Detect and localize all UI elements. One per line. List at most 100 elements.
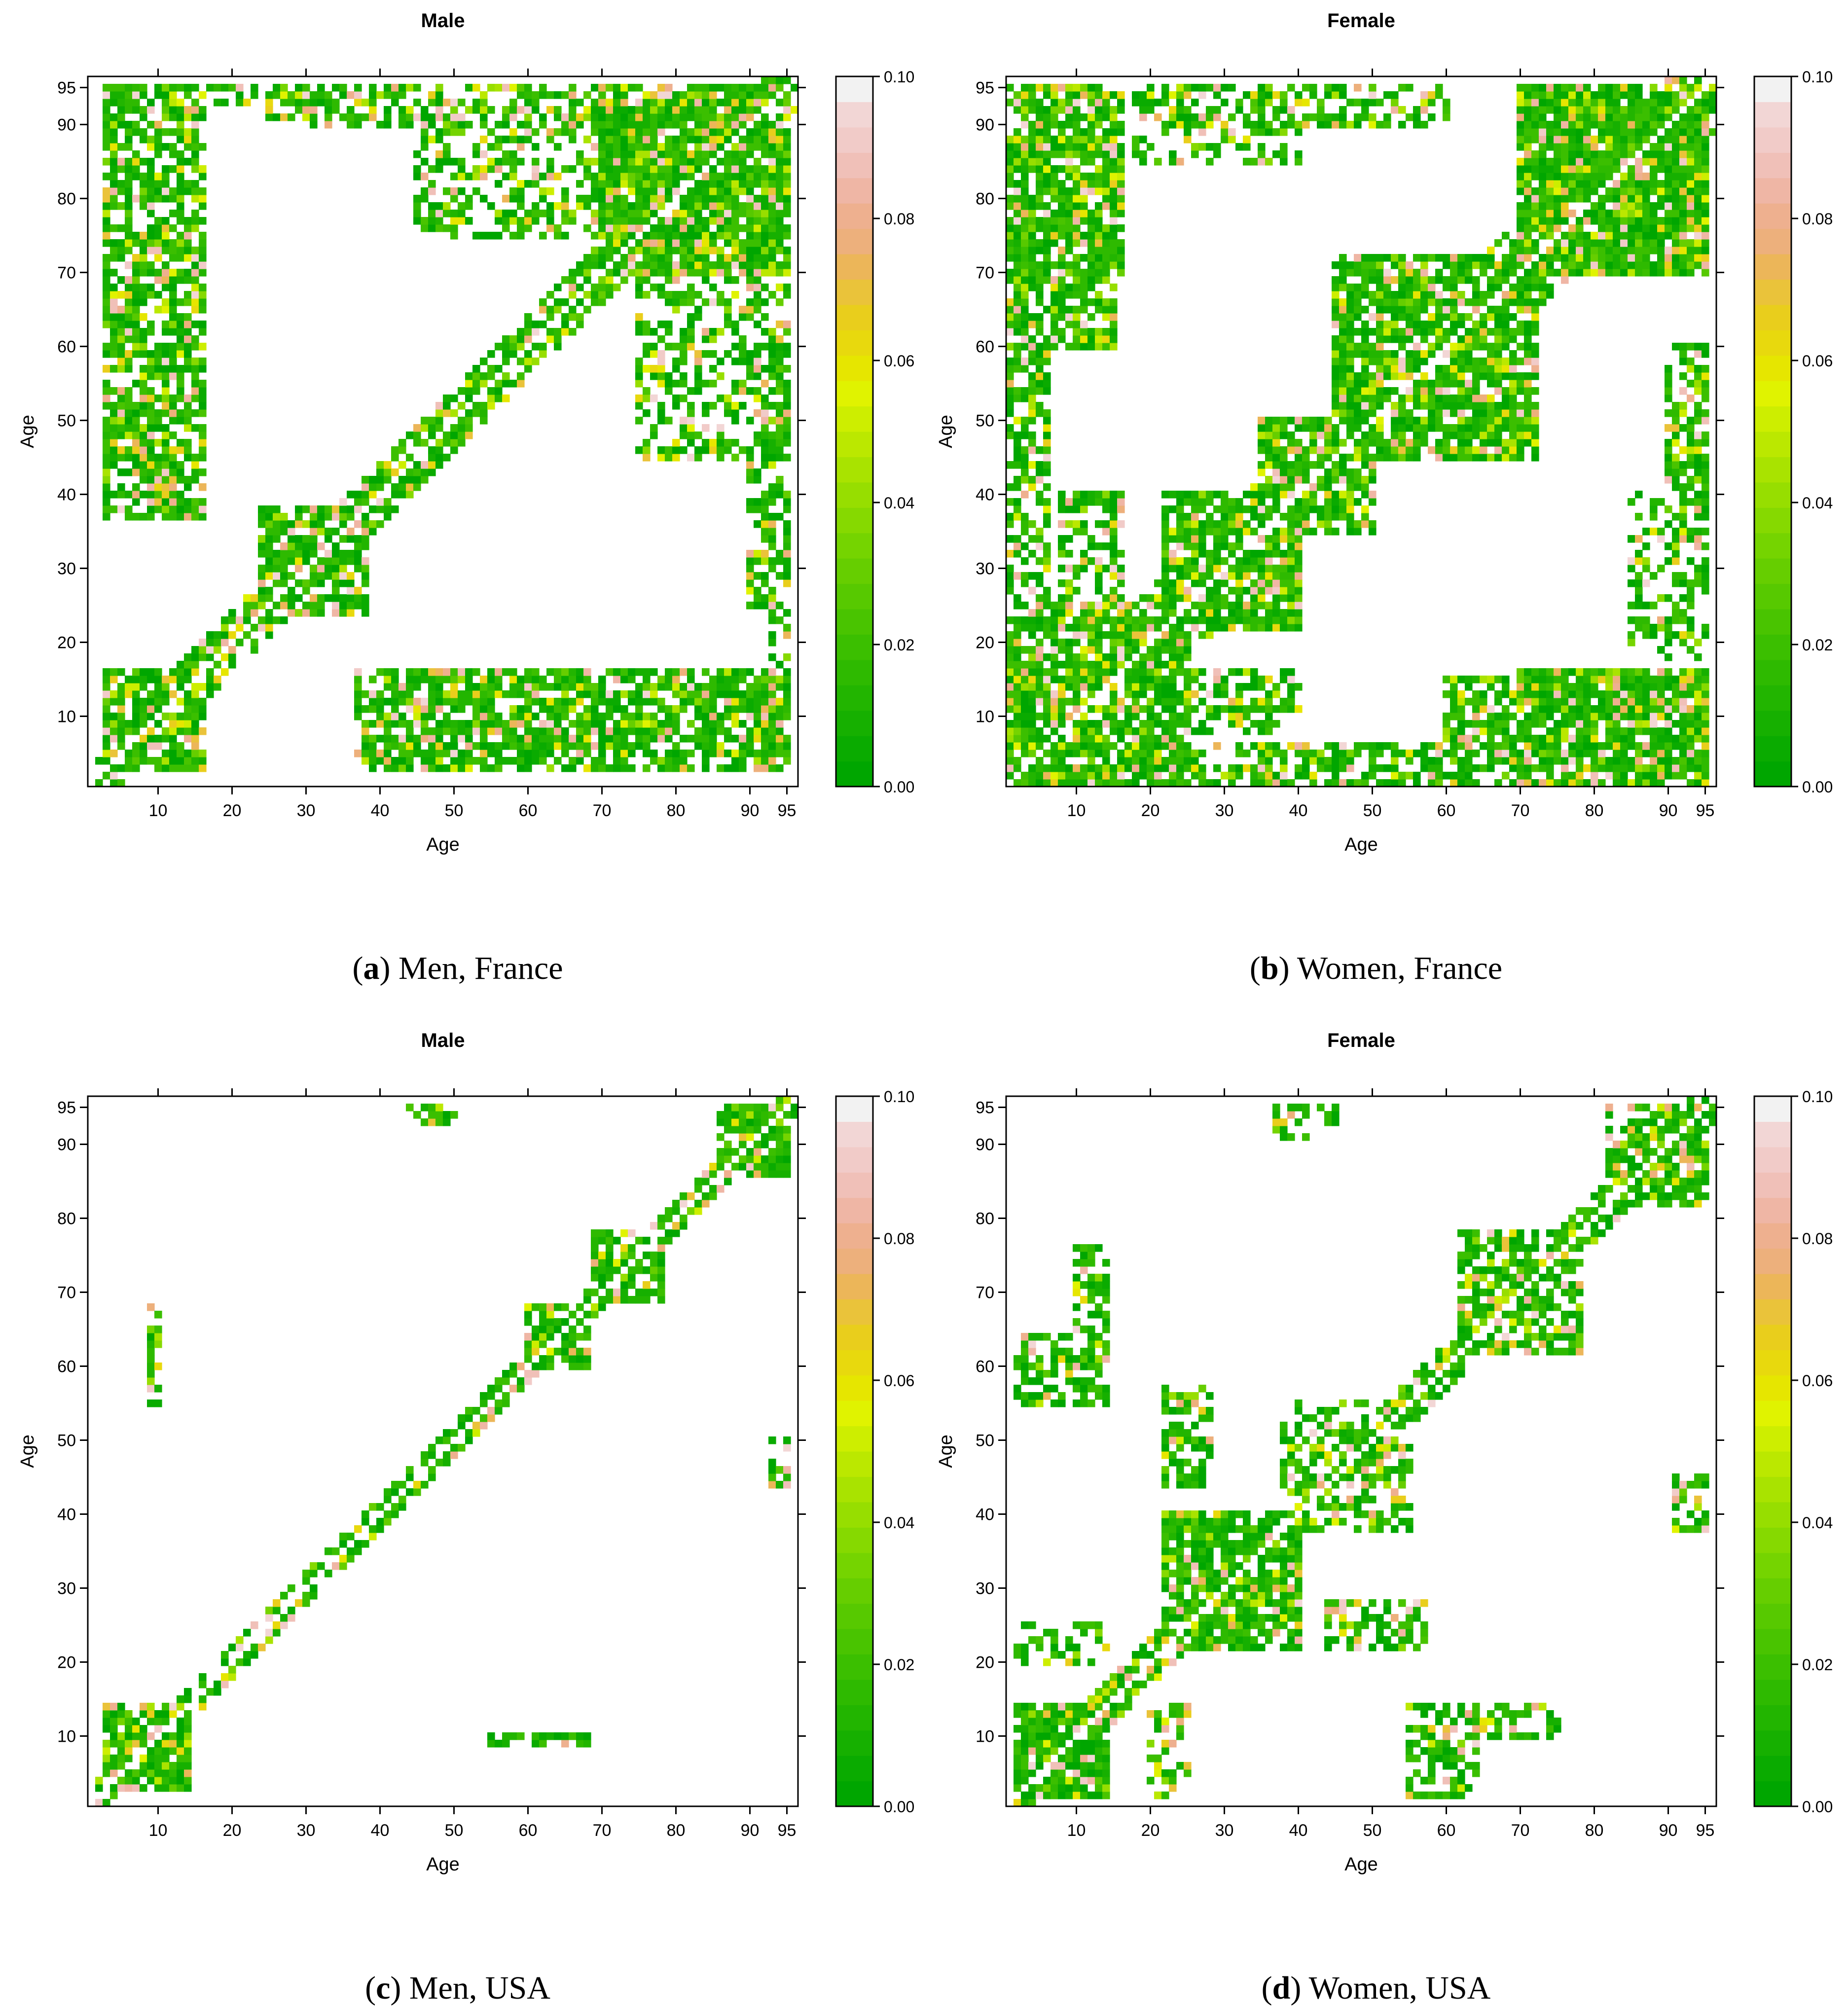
heatmap-cell: [1184, 713, 1192, 720]
heatmap-cell: [717, 358, 725, 365]
heatmap-cell: [1117, 572, 1125, 580]
heatmap-cell: [465, 372, 473, 380]
heatmap-cell: [347, 579, 355, 587]
heatmap-cell: [117, 394, 125, 402]
heatmap-cell: [776, 446, 784, 454]
heatmap-cell: [480, 409, 488, 417]
heatmap-cell: [1117, 579, 1125, 587]
heatmap-cell: [776, 431, 784, 439]
heatmap-cell: [576, 99, 584, 107]
heatmap-cell: [702, 128, 710, 136]
heatmap-cell: [384, 750, 392, 757]
heatmap-cell: [103, 276, 110, 284]
heatmap-cell: [1258, 557, 1266, 565]
heatmap-cell: [546, 306, 554, 314]
heatmap-cell: [117, 350, 125, 358]
heatmap-cell: [1087, 254, 1095, 262]
heatmap-cell: [709, 99, 717, 107]
heatmap-cell: [665, 720, 673, 728]
heatmap-cell: [310, 572, 318, 580]
heatmap-cell: [1102, 772, 1110, 780]
heatmap-cell: [761, 520, 769, 528]
heatmap-cell: [1117, 106, 1125, 114]
heatmap-cell: [561, 313, 569, 321]
heatmap-cell: [598, 676, 606, 683]
heatmap-cell: [125, 402, 133, 410]
heatmap-cell: [480, 106, 488, 114]
heatmap-cell: [1110, 173, 1118, 180]
heatmap-cell: [110, 306, 118, 314]
heatmap-cell: [1058, 165, 1066, 173]
heatmap-cell: [783, 128, 791, 136]
heatmap-cell: [1102, 91, 1110, 99]
heatmap-cell: [1161, 631, 1169, 639]
heatmap-cell: [1102, 735, 1110, 743]
heatmap-cell: [472, 380, 480, 388]
heatmap-cell: [650, 284, 658, 291]
heatmap-cell: [391, 505, 399, 513]
heatmap-cell: [776, 136, 784, 143]
heatmap-cell: [191, 380, 199, 388]
heatmap-cell: [110, 173, 118, 180]
heatmap-cell: [169, 409, 177, 417]
heatmap-cell: [1198, 779, 1206, 787]
heatmap-cell: [1021, 624, 1029, 632]
heatmap-cell: [643, 446, 651, 454]
heatmap-cell: [776, 476, 784, 484]
heatmap-cell: [1021, 298, 1029, 306]
heatmap-cell: [620, 217, 628, 225]
heatmap-cell: [1258, 99, 1266, 107]
heatmap-cell: [177, 328, 184, 336]
heatmap-cell: [1051, 217, 1058, 225]
heatmap-cell: [177, 513, 184, 521]
heatmap-cell: [650, 713, 658, 720]
heatmap-cell: [694, 180, 702, 188]
heatmap-cell: [576, 720, 584, 728]
heatmap-cell: [1014, 247, 1021, 254]
heatmap-cell: [672, 106, 680, 114]
heatmap-cell: [125, 335, 133, 343]
heatmap-cell: [406, 113, 414, 121]
heatmap-cell: [162, 713, 170, 720]
heatmap-cell: [413, 705, 421, 713]
heatmap-cell: [1169, 91, 1177, 99]
heatmap-cell: [177, 128, 184, 136]
heatmap-cell: [1176, 84, 1184, 92]
heatmap-cell: [761, 727, 769, 735]
heatmap-cell: [665, 328, 673, 336]
heatmap-cell: [162, 683, 170, 691]
heatmap-cell: [783, 631, 791, 639]
heatmap-cell: [1124, 653, 1132, 661]
heatmap-cell: [391, 690, 399, 698]
heatmap-cell: [1139, 750, 1147, 757]
heatmap-cell: [162, 343, 170, 351]
heatmap-cell: [1213, 705, 1221, 713]
heatmap-cell: [1184, 705, 1192, 713]
heatmap-cell: [1058, 335, 1066, 343]
heatmap-cell: [598, 165, 606, 173]
heatmap-cell: [643, 217, 651, 225]
heatmap-cell: [1073, 720, 1081, 728]
heatmap-cell: [761, 505, 769, 513]
heatmap-cell: [1028, 372, 1036, 380]
heatmap-cell: [1265, 742, 1273, 750]
heatmap-cell: [613, 84, 621, 92]
heatmap-cell: [554, 735, 562, 743]
heatmap-cell: [561, 217, 569, 225]
heatmap-cell: [487, 742, 495, 750]
heatmap-cell: [569, 313, 577, 321]
heatmap-cell: [177, 720, 184, 728]
colorbar-segment: [836, 127, 873, 153]
heatmap-cell: [369, 505, 377, 513]
heatmap-cell: [650, 232, 658, 240]
heatmap-cell: [1014, 232, 1021, 240]
heatmap-cell: [214, 646, 221, 654]
heatmap-cell: [1006, 143, 1014, 151]
heatmap-cell: [140, 180, 147, 188]
heatmap-cell: [214, 84, 221, 92]
heatmap-cell: [1021, 491, 1029, 499]
heatmap-cell: [687, 387, 695, 395]
colorbar-segment: [836, 761, 873, 787]
heatmap-cell: [746, 587, 754, 595]
heatmap-cell: [1006, 431, 1014, 439]
